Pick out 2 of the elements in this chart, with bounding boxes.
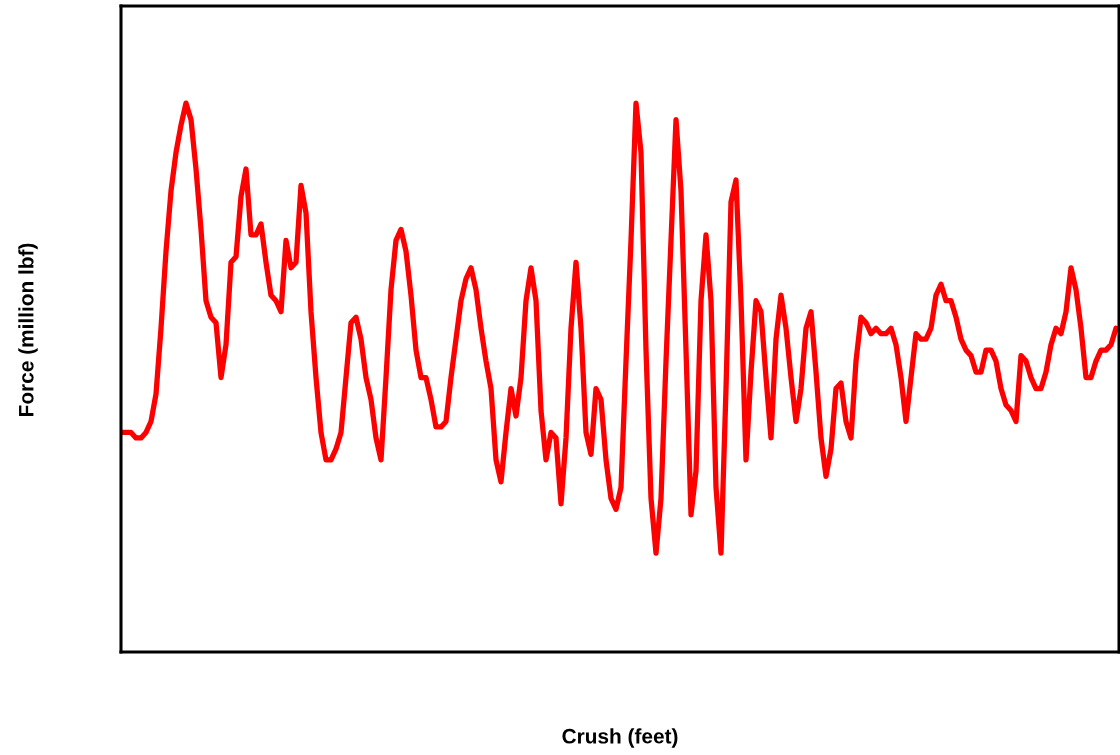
x-axis-title: Crush (feet) [562,728,678,748]
y-axis-title: Force (million lbf) [18,243,38,416]
